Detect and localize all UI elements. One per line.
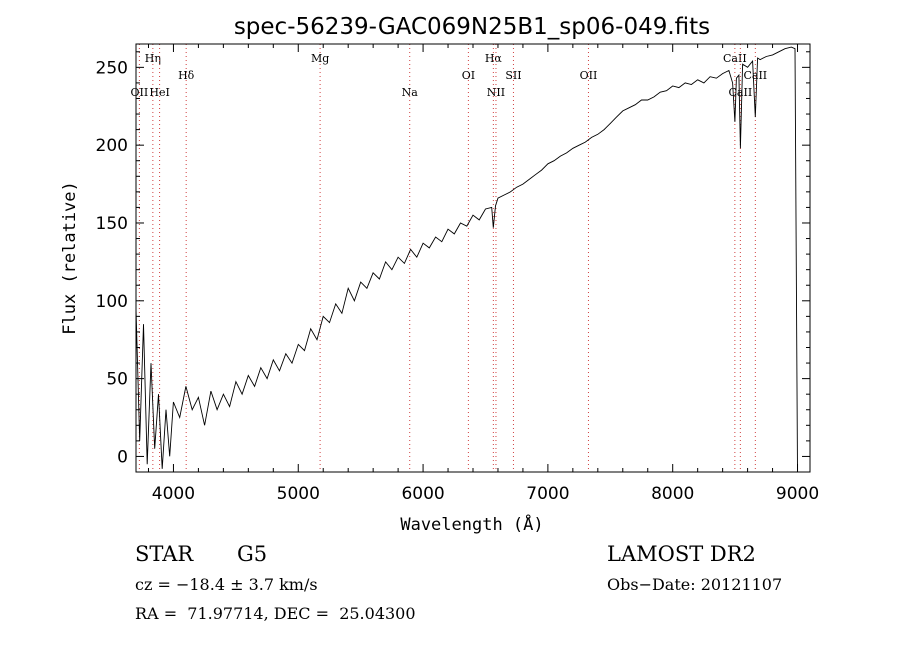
y-tick-label: 0 bbox=[117, 447, 128, 467]
spectral-line-label: NII bbox=[487, 86, 505, 99]
x-tick-label: 4000 bbox=[152, 484, 195, 504]
plot-frame bbox=[135, 43, 811, 473]
y-tick-label: 100 bbox=[96, 292, 128, 312]
spectral-line-label: CaII bbox=[743, 69, 767, 82]
spectral-line-label: OII bbox=[131, 86, 149, 99]
x-tick-label: 7000 bbox=[526, 484, 569, 504]
x-tick-label: 6000 bbox=[401, 484, 444, 504]
survey-name: LAMOST DR2 bbox=[607, 542, 756, 566]
redshift-readout: cz = −18.4 ± 3.7 km/s bbox=[135, 575, 318, 594]
spectral-line-label: CaII bbox=[729, 86, 753, 99]
x-tick-label: 5000 bbox=[277, 484, 320, 504]
y-axis: 0 50 100 150 200 250 bbox=[96, 51, 810, 467]
spectral-line-label: CaII bbox=[723, 52, 747, 65]
y-tick-label: 50 bbox=[106, 370, 128, 390]
y-axis-label: Flux (relative) bbox=[60, 181, 80, 335]
spectral-line-label: Hδ bbox=[178, 69, 195, 82]
spectral-line-label: Na bbox=[402, 86, 419, 99]
coordinates-readout: RA = 71.97714, DEC = 25.04300 bbox=[135, 604, 416, 623]
spectral-line-label: Hα bbox=[485, 52, 503, 65]
spectrum-line bbox=[135, 46, 798, 473]
y-tick-label: 150 bbox=[96, 214, 128, 234]
object-class: STAR bbox=[135, 542, 194, 566]
observation-date: Obs−Date: 20121107 bbox=[607, 575, 783, 594]
x-tick-label: 8000 bbox=[651, 484, 694, 504]
x-axis: 4000 5000 6000 7000 8000 9000 bbox=[147, 44, 819, 504]
x-tick-label: 9000 bbox=[776, 484, 819, 504]
spectral-line-label: HeI bbox=[149, 86, 169, 99]
chart-title: spec-56239-GAC069N25B1_sp06-049.fits bbox=[234, 14, 710, 40]
y-tick-label: 250 bbox=[96, 58, 128, 78]
spectral-line-label: OI bbox=[462, 69, 475, 82]
y-tick-label: 200 bbox=[96, 136, 128, 156]
x-axis-label: Wavelength (Å) bbox=[400, 513, 543, 535]
spectral-line-label: OII bbox=[580, 69, 598, 82]
spectral-line-label: Hη bbox=[145, 52, 161, 65]
spectral-line-label: Mg bbox=[311, 52, 329, 65]
spectral-line-label: SII bbox=[505, 69, 521, 82]
spectral-subclass: G5 bbox=[237, 542, 268, 566]
